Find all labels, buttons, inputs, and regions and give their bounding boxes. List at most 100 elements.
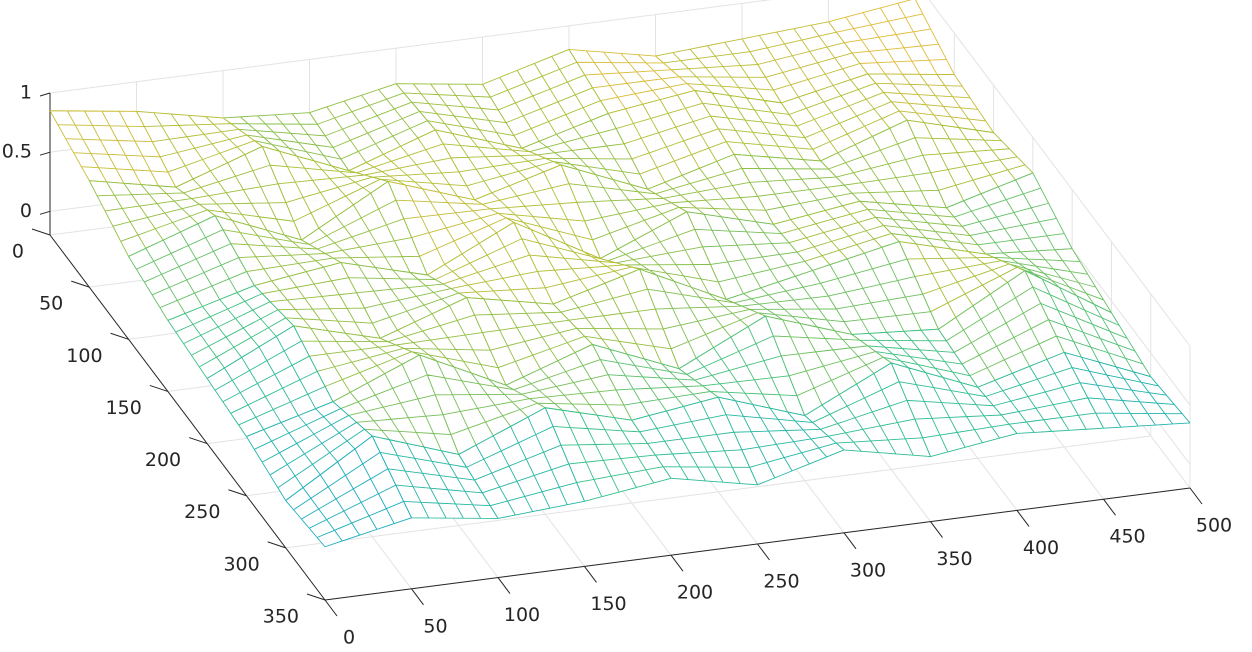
- y-tick: [71, 280, 90, 288]
- grid-line: [285, 435, 1151, 549]
- y-tick-label: 150: [106, 397, 142, 419]
- mesh-face: [569, 49, 695, 114]
- x-tick-label: 350: [936, 548, 972, 570]
- mesh-face: [332, 354, 459, 455]
- mesh-face: [553, 269, 679, 369]
- mesh-face: [742, 21, 868, 103]
- y-tick-label: 100: [66, 345, 102, 367]
- x-tick: [1103, 498, 1116, 516]
- x-tick-label: 400: [1023, 537, 1059, 559]
- x-tick-label: 100: [504, 604, 540, 626]
- x-tick-label: 50: [423, 615, 447, 637]
- mesh-face: [718, 397, 844, 485]
- x-tick-label: 150: [590, 593, 626, 615]
- y-tick: [31, 228, 51, 236]
- y-tick-label: 250: [184, 501, 220, 523]
- mesh-face: [482, 49, 609, 149]
- mesh-face: [262, 146, 389, 240]
- z-tick-label: 0: [20, 200, 32, 222]
- y-tick-label: 0: [12, 241, 24, 263]
- mesh-face: [726, 270, 852, 335]
- z-tick: [39, 210, 51, 215]
- mesh-face: [340, 262, 467, 339]
- mesh-face: [427, 222, 554, 305]
- mesh-lines: [285, 435, 412, 548]
- x-tick: [584, 566, 597, 583]
- mesh-face: [1064, 352, 1190, 429]
- z-tick-label: 0.5: [2, 141, 32, 163]
- mesh-face: [545, 407, 671, 502]
- mesh-face: [466, 297, 593, 386]
- mesh-face: [804, 362, 931, 457]
- mesh-face: [734, 154, 860, 225]
- x-tick-label: 300: [850, 559, 886, 581]
- y-tick-label: 300: [223, 553, 259, 575]
- x-tick: [843, 532, 857, 550]
- mesh-face: [396, 83, 522, 149]
- x-tick: [497, 577, 511, 594]
- mesh-face: [608, 90, 735, 190]
- mesh-face: [631, 397, 758, 485]
- mesh-face: [828, 0, 955, 75]
- z-tick: [39, 151, 51, 156]
- grid-line: [928, 0, 1191, 347]
- x-tick: [670, 554, 684, 572]
- x-tick: [757, 543, 770, 561]
- mesh-face: [907, 120, 1033, 208]
- x-tick: [324, 599, 338, 617]
- mesh-face: [765, 316, 892, 416]
- mesh-face: [899, 241, 1025, 330]
- z-tick: [39, 92, 51, 97]
- mesh-face: [505, 344, 632, 421]
- x-tick: [930, 521, 943, 538]
- mesh-face: [207, 325, 333, 437]
- y-tick-label: 50: [39, 293, 63, 315]
- mesh-face: [859, 201, 986, 255]
- y-tick: [149, 384, 169, 392]
- x-tick: [411, 588, 424, 606]
- x-tick-label: 500: [1196, 515, 1232, 537]
- mesh-face: [820, 120, 947, 208]
- x-tick: [1016, 510, 1030, 527]
- mesh-face: [419, 354, 546, 455]
- mesh-face: [773, 201, 900, 271]
- mesh-face: [985, 248, 1112, 313]
- mesh-face: [458, 407, 585, 519]
- x-tick-label: 250: [763, 571, 799, 593]
- mesh-face: [223, 112, 349, 171]
- y-tick: [306, 593, 326, 601]
- mesh-face: [513, 222, 640, 305]
- mesh-face: [851, 329, 978, 388]
- y-tick: [110, 332, 129, 340]
- mesh-face: [694, 90, 821, 161]
- y-tick-label: 200: [145, 449, 181, 471]
- mesh-face: [639, 269, 766, 369]
- y-tick-label: 350: [263, 606, 299, 628]
- grid-line: [49, 0, 773, 94]
- x-tick-label: 200: [677, 582, 713, 604]
- mesh-face: [254, 262, 381, 339]
- y-tick: [228, 489, 247, 497]
- x-tick: [1189, 487, 1203, 505]
- mesh-face: [215, 215, 341, 286]
- y-axis: [49, 234, 326, 601]
- mesh-face: [561, 164, 687, 259]
- mesh-face: [435, 129, 562, 200]
- mesh-face: [938, 270, 1065, 388]
- x-tick-label: 450: [1109, 526, 1145, 548]
- y-tick: [267, 541, 286, 549]
- x-tick-label: 0: [343, 627, 355, 649]
- mesh-face: [812, 241, 939, 335]
- mesh-face: [50, 110, 176, 188]
- z-tick-label: 1: [20, 82, 32, 104]
- mesh-face: [167, 285, 294, 379]
- mesh-face: [474, 164, 601, 259]
- mesh-face: [348, 129, 475, 200]
- mesh-face: [655, 38, 782, 103]
- y-tick: [188, 437, 208, 445]
- mesh-face: [293, 325, 420, 402]
- mesh-face: [678, 316, 805, 416]
- mesh-face: [175, 146, 302, 240]
- mesh-face: [891, 362, 1017, 457]
